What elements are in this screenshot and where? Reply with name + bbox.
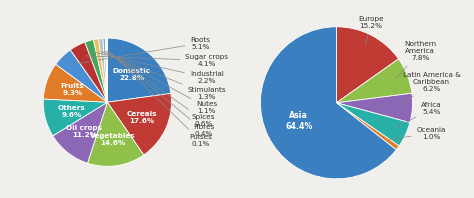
Text: Stimulants
1.3%: Stimulants 1.3% xyxy=(100,51,226,100)
Wedge shape xyxy=(53,102,107,163)
Wedge shape xyxy=(93,39,107,102)
Text: Oil crops
11.2%: Oil crops 11.2% xyxy=(66,125,102,138)
Wedge shape xyxy=(70,42,107,102)
Text: Oceania
1.0%: Oceania 1.0% xyxy=(390,127,446,140)
Wedge shape xyxy=(99,38,107,102)
Wedge shape xyxy=(103,38,107,102)
Wedge shape xyxy=(43,64,107,102)
Wedge shape xyxy=(337,103,399,150)
Text: Nutes
1.1%: Nutes 1.1% xyxy=(104,51,218,114)
Wedge shape xyxy=(337,59,412,103)
Text: Fruits
9.3%: Fruits 9.3% xyxy=(61,83,84,96)
Wedge shape xyxy=(107,93,172,155)
Text: Fibres
0.4%: Fibres 0.4% xyxy=(109,51,214,137)
Wedge shape xyxy=(43,99,107,136)
Text: Sugar crops
4.1%: Sugar crops 4.1% xyxy=(85,54,228,67)
Text: Africa
5.4%: Africa 5.4% xyxy=(395,102,442,128)
Text: Roots
5.1%: Roots 5.1% xyxy=(73,37,210,64)
Text: Domestic
22.8%: Domestic 22.8% xyxy=(113,68,151,81)
Wedge shape xyxy=(337,103,410,146)
Wedge shape xyxy=(337,93,412,123)
Text: Industrial
2.2%: Industrial 2.2% xyxy=(95,52,224,84)
Text: Asia
64.4%: Asia 64.4% xyxy=(285,111,312,131)
Wedge shape xyxy=(107,38,171,102)
Wedge shape xyxy=(260,27,396,179)
Text: Vegetables
14.6%: Vegetables 14.6% xyxy=(90,132,136,146)
Text: Europe
15.2%: Europe 15.2% xyxy=(358,16,383,45)
Text: Spices
0.6%: Spices 0.6% xyxy=(107,51,215,127)
Wedge shape xyxy=(56,50,107,102)
Wedge shape xyxy=(337,27,399,103)
Text: Pulses
0.1%: Pulses 0.1% xyxy=(109,51,212,147)
Text: Latin America &
Caribbean
6.2%: Latin America & Caribbean 6.2% xyxy=(401,71,460,105)
Wedge shape xyxy=(85,40,107,102)
Wedge shape xyxy=(105,38,107,102)
Text: Others
9.6%: Others 9.6% xyxy=(57,105,85,118)
Wedge shape xyxy=(88,102,144,166)
Text: Northern
America
7.8%: Northern America 7.8% xyxy=(396,41,436,78)
Text: Cereals
17.6%: Cereals 17.6% xyxy=(126,111,156,124)
